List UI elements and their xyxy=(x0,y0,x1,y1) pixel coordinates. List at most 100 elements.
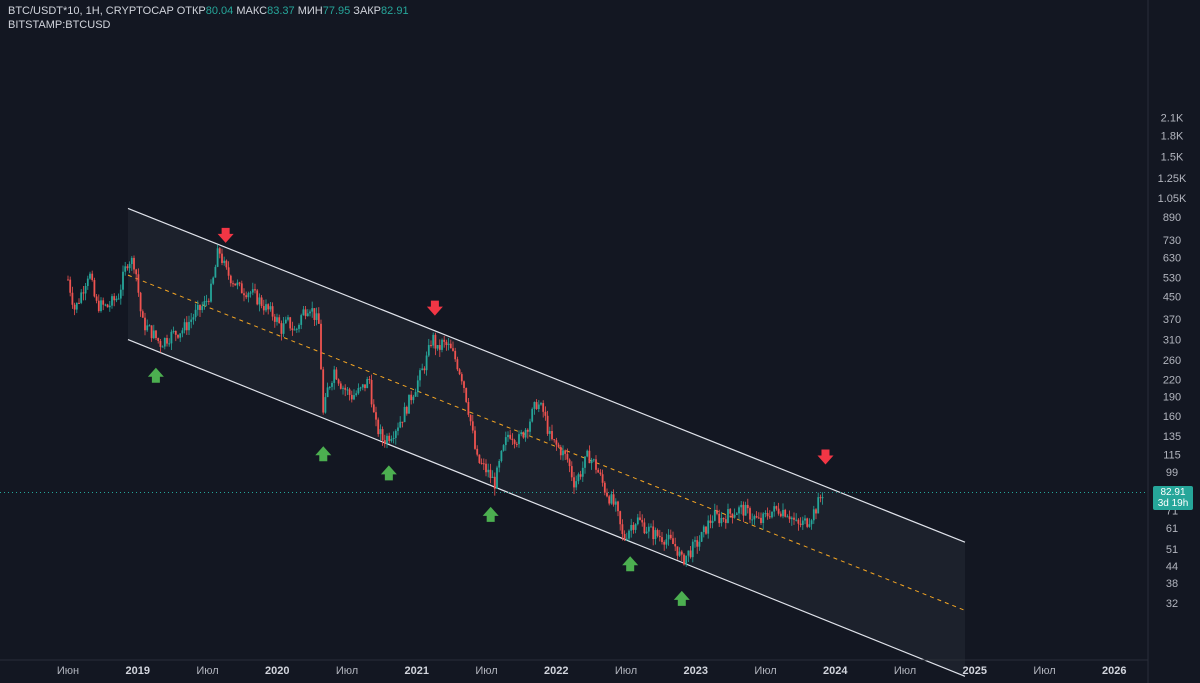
candle-body xyxy=(214,266,217,278)
buy-arrow-icon xyxy=(380,465,397,481)
channel-upper-line[interactable] xyxy=(127,207,966,543)
candle-body xyxy=(223,260,226,263)
candle-body xyxy=(504,437,507,446)
candle-body xyxy=(254,289,256,291)
price-tick-label: 730 xyxy=(1163,235,1181,247)
candle-body xyxy=(344,387,347,390)
candle-body xyxy=(148,325,151,327)
candle-body xyxy=(467,401,470,415)
time-axis[interactable]: Июн 2019 Июл 2020 Июл 2021 Июл 2022 Июл 2023 Июл 20… xyxy=(57,665,1127,677)
candle-body xyxy=(718,513,721,524)
candle-body xyxy=(333,369,336,383)
candle-body xyxy=(634,524,637,530)
price-tick-label: 260 xyxy=(1163,355,1181,367)
candle-body xyxy=(522,432,525,438)
price-tick-label: 115 xyxy=(1163,450,1181,462)
candle-body xyxy=(438,345,441,350)
candle-body xyxy=(553,439,556,441)
candle-body xyxy=(326,387,329,398)
candle-body xyxy=(520,432,523,435)
candle-body xyxy=(421,368,424,371)
candle-body xyxy=(531,408,534,422)
candle-body xyxy=(540,403,542,405)
candle-body xyxy=(790,517,793,520)
candle-body xyxy=(601,474,604,483)
candle-body xyxy=(133,257,135,270)
candle-body xyxy=(515,443,518,445)
candle-body xyxy=(249,292,252,294)
candle-body xyxy=(771,511,773,518)
candle-body xyxy=(379,429,382,435)
candle-body xyxy=(119,289,122,299)
channel-lower-line[interactable] xyxy=(127,338,966,677)
candle-body xyxy=(810,520,813,525)
candle-body xyxy=(551,431,553,440)
price-axis[interactable]: 2.1K 1.8K 1.5K 1.25K 1.05K 890 730 630 530 450 370… xyxy=(1158,113,1187,610)
candle-body xyxy=(749,508,751,520)
candle-body xyxy=(795,519,798,521)
candle-body xyxy=(210,283,212,302)
candle-body xyxy=(225,260,228,268)
candle-body xyxy=(469,414,472,422)
candle-body xyxy=(535,402,538,410)
candle-body xyxy=(581,467,584,477)
candle-body xyxy=(562,450,564,456)
candle-body xyxy=(251,289,254,293)
candle-body xyxy=(375,412,377,420)
candle-body xyxy=(364,384,366,389)
candle-body xyxy=(117,298,120,300)
candle-body xyxy=(267,304,270,310)
candle-body xyxy=(498,461,501,468)
candle-body xyxy=(144,317,146,331)
candle-body xyxy=(658,535,661,538)
candle-body xyxy=(238,282,241,284)
candle-body xyxy=(80,292,83,303)
time-tick-label: 2023 xyxy=(684,665,708,677)
price-tick-label: 61 xyxy=(1166,523,1178,535)
candle-body xyxy=(194,309,197,318)
candle-body xyxy=(458,369,461,375)
candle-body xyxy=(205,300,208,302)
candle-body xyxy=(474,430,476,449)
candle-body xyxy=(271,306,274,317)
candle-body xyxy=(606,492,608,497)
candle-body xyxy=(234,283,237,286)
time-tick-label: 2025 xyxy=(963,665,987,677)
candle-body xyxy=(603,482,606,493)
candle-body xyxy=(546,415,549,434)
candle-body xyxy=(97,300,100,312)
candle-body xyxy=(405,406,408,414)
candle-body xyxy=(762,513,765,524)
compare-symbol[interactable]: BITSTAMP:BTCUSD xyxy=(8,19,111,31)
candle-body xyxy=(317,313,320,324)
candle-body xyxy=(817,497,820,514)
candle-body xyxy=(623,534,626,540)
candle-body xyxy=(73,304,76,310)
candle-body xyxy=(445,341,448,346)
candle-body xyxy=(93,280,96,297)
candle-body xyxy=(137,274,140,293)
candle-body xyxy=(108,305,111,308)
candle-body xyxy=(106,304,109,308)
buy-arrow-icon xyxy=(482,506,499,522)
candle-body xyxy=(687,550,690,556)
candle-body xyxy=(95,296,98,301)
candle-body xyxy=(555,440,558,445)
candle-body xyxy=(388,435,391,441)
candle-body xyxy=(617,501,619,512)
candle-body xyxy=(573,477,575,488)
candle-body xyxy=(760,517,762,524)
candle-body xyxy=(100,300,102,312)
time-tick-label: Июл xyxy=(336,665,358,677)
time-tick-label: Июл xyxy=(196,665,218,677)
candle-body xyxy=(432,334,435,346)
symbol-title[interactable]: BTC/USDT*10, 1H, CRYPTOCAP xyxy=(8,5,174,17)
candle-body xyxy=(159,341,162,347)
channel-middle-dashed-line[interactable] xyxy=(127,274,966,611)
candle-body xyxy=(786,516,789,518)
candle-body xyxy=(377,419,380,435)
candle-body xyxy=(683,554,685,565)
candle-body xyxy=(496,467,498,489)
candle-body xyxy=(390,439,393,441)
